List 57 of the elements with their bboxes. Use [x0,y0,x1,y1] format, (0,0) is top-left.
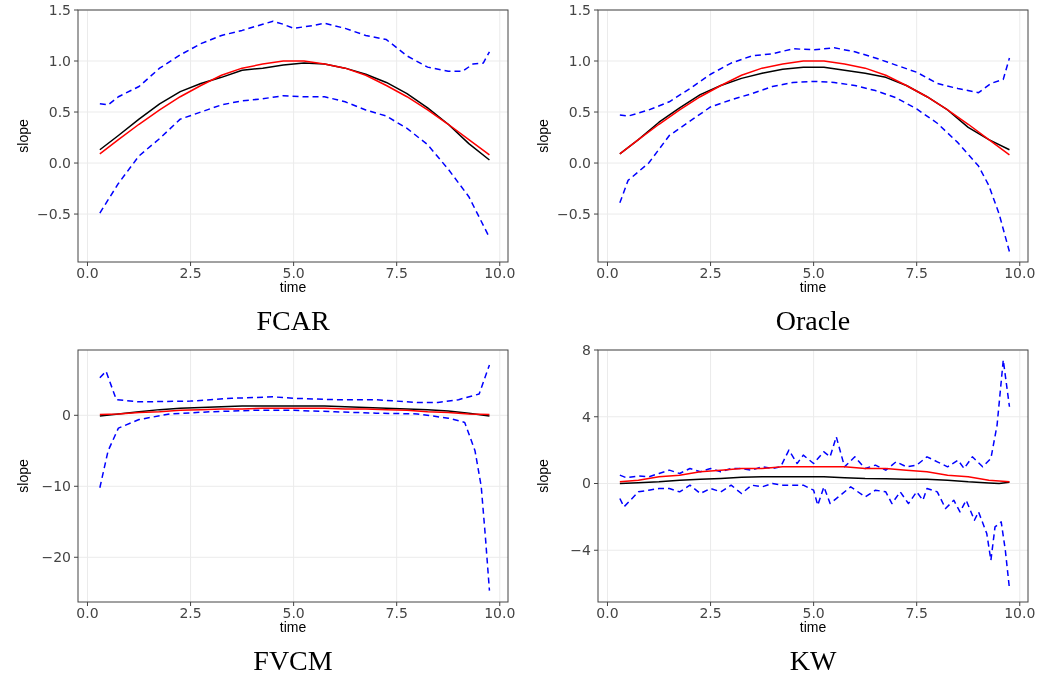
text: Oracle [775,305,851,336]
x-tick-label: 5.0 [802,265,825,281]
y-axis-title: slope [535,459,551,493]
line-series [619,476,1011,485]
x-tick-label: 2.5 [179,265,202,281]
y-axis-title: slope [15,119,31,153]
x-axis-title: time [799,619,827,635]
y-tick-label: 0.0 [568,154,591,171]
x-axis-title: time [799,279,827,295]
line-series [619,466,1011,483]
text: FCAR [256,305,330,336]
x-axis-title: time [279,279,307,295]
y-tick-label: 4 [582,408,592,425]
x-tick-label: 0.0 [596,265,619,281]
y-axis-title: slope [15,459,31,493]
y-tick-label: 1.0 [568,52,591,69]
x-tick-label: 5.0 [282,605,305,621]
x-tick-label: 2.5 [179,605,202,621]
x-tick-label: 10.0 [1004,265,1036,281]
y-axis-title: slope [535,119,551,153]
x-tick-label: 5.0 [802,605,825,621]
line-series [619,359,1011,479]
x-tick-label: 7.5 [905,605,928,621]
x-tick-label: 0.0 [76,265,99,281]
x-tick-label: 2.5 [699,605,722,621]
x-tick-label: 10.0 [484,605,516,621]
y-tick-label: 0 [62,407,71,424]
y-tick-label: −20 [41,549,71,566]
y-tick-label: −0.5 [37,205,71,222]
x-tick-label: 5.0 [282,265,305,281]
text: FVCM [253,645,333,676]
x-tick-label: 10.0 [484,265,516,281]
line-series [99,20,491,106]
x-tick-label: 7.5 [905,265,928,281]
line-series [619,80,1011,253]
y-tick-label: −10 [41,478,71,495]
y-tick-label: 1.0 [48,52,71,69]
y-tick-label: 1.5 [48,1,71,18]
line-series [99,409,491,592]
x-tick-label: 7.5 [385,265,408,281]
x-axis-title: time [279,619,307,635]
y-tick-label: 0.5 [48,103,71,120]
x-tick-label: 7.5 [385,605,408,621]
y-tick-label: 1.5 [568,1,591,18]
x-tick-label: 0.0 [76,605,99,621]
y-tick-label: 0.5 [568,103,591,120]
text: KW [789,645,837,676]
y-tick-label: 0 [582,475,591,492]
x-tick-label: 0.0 [596,605,619,621]
x-tick-label: 2.5 [699,265,722,281]
y-tick-label: 8 [582,341,591,358]
y-tick-label: −4 [570,542,592,559]
y-tick-label: −0.5 [557,205,591,222]
x-tick-label: 10.0 [1004,605,1036,621]
line-series [619,47,1011,117]
y-tick-label: 0.0 [48,154,71,171]
line-series [99,364,491,404]
